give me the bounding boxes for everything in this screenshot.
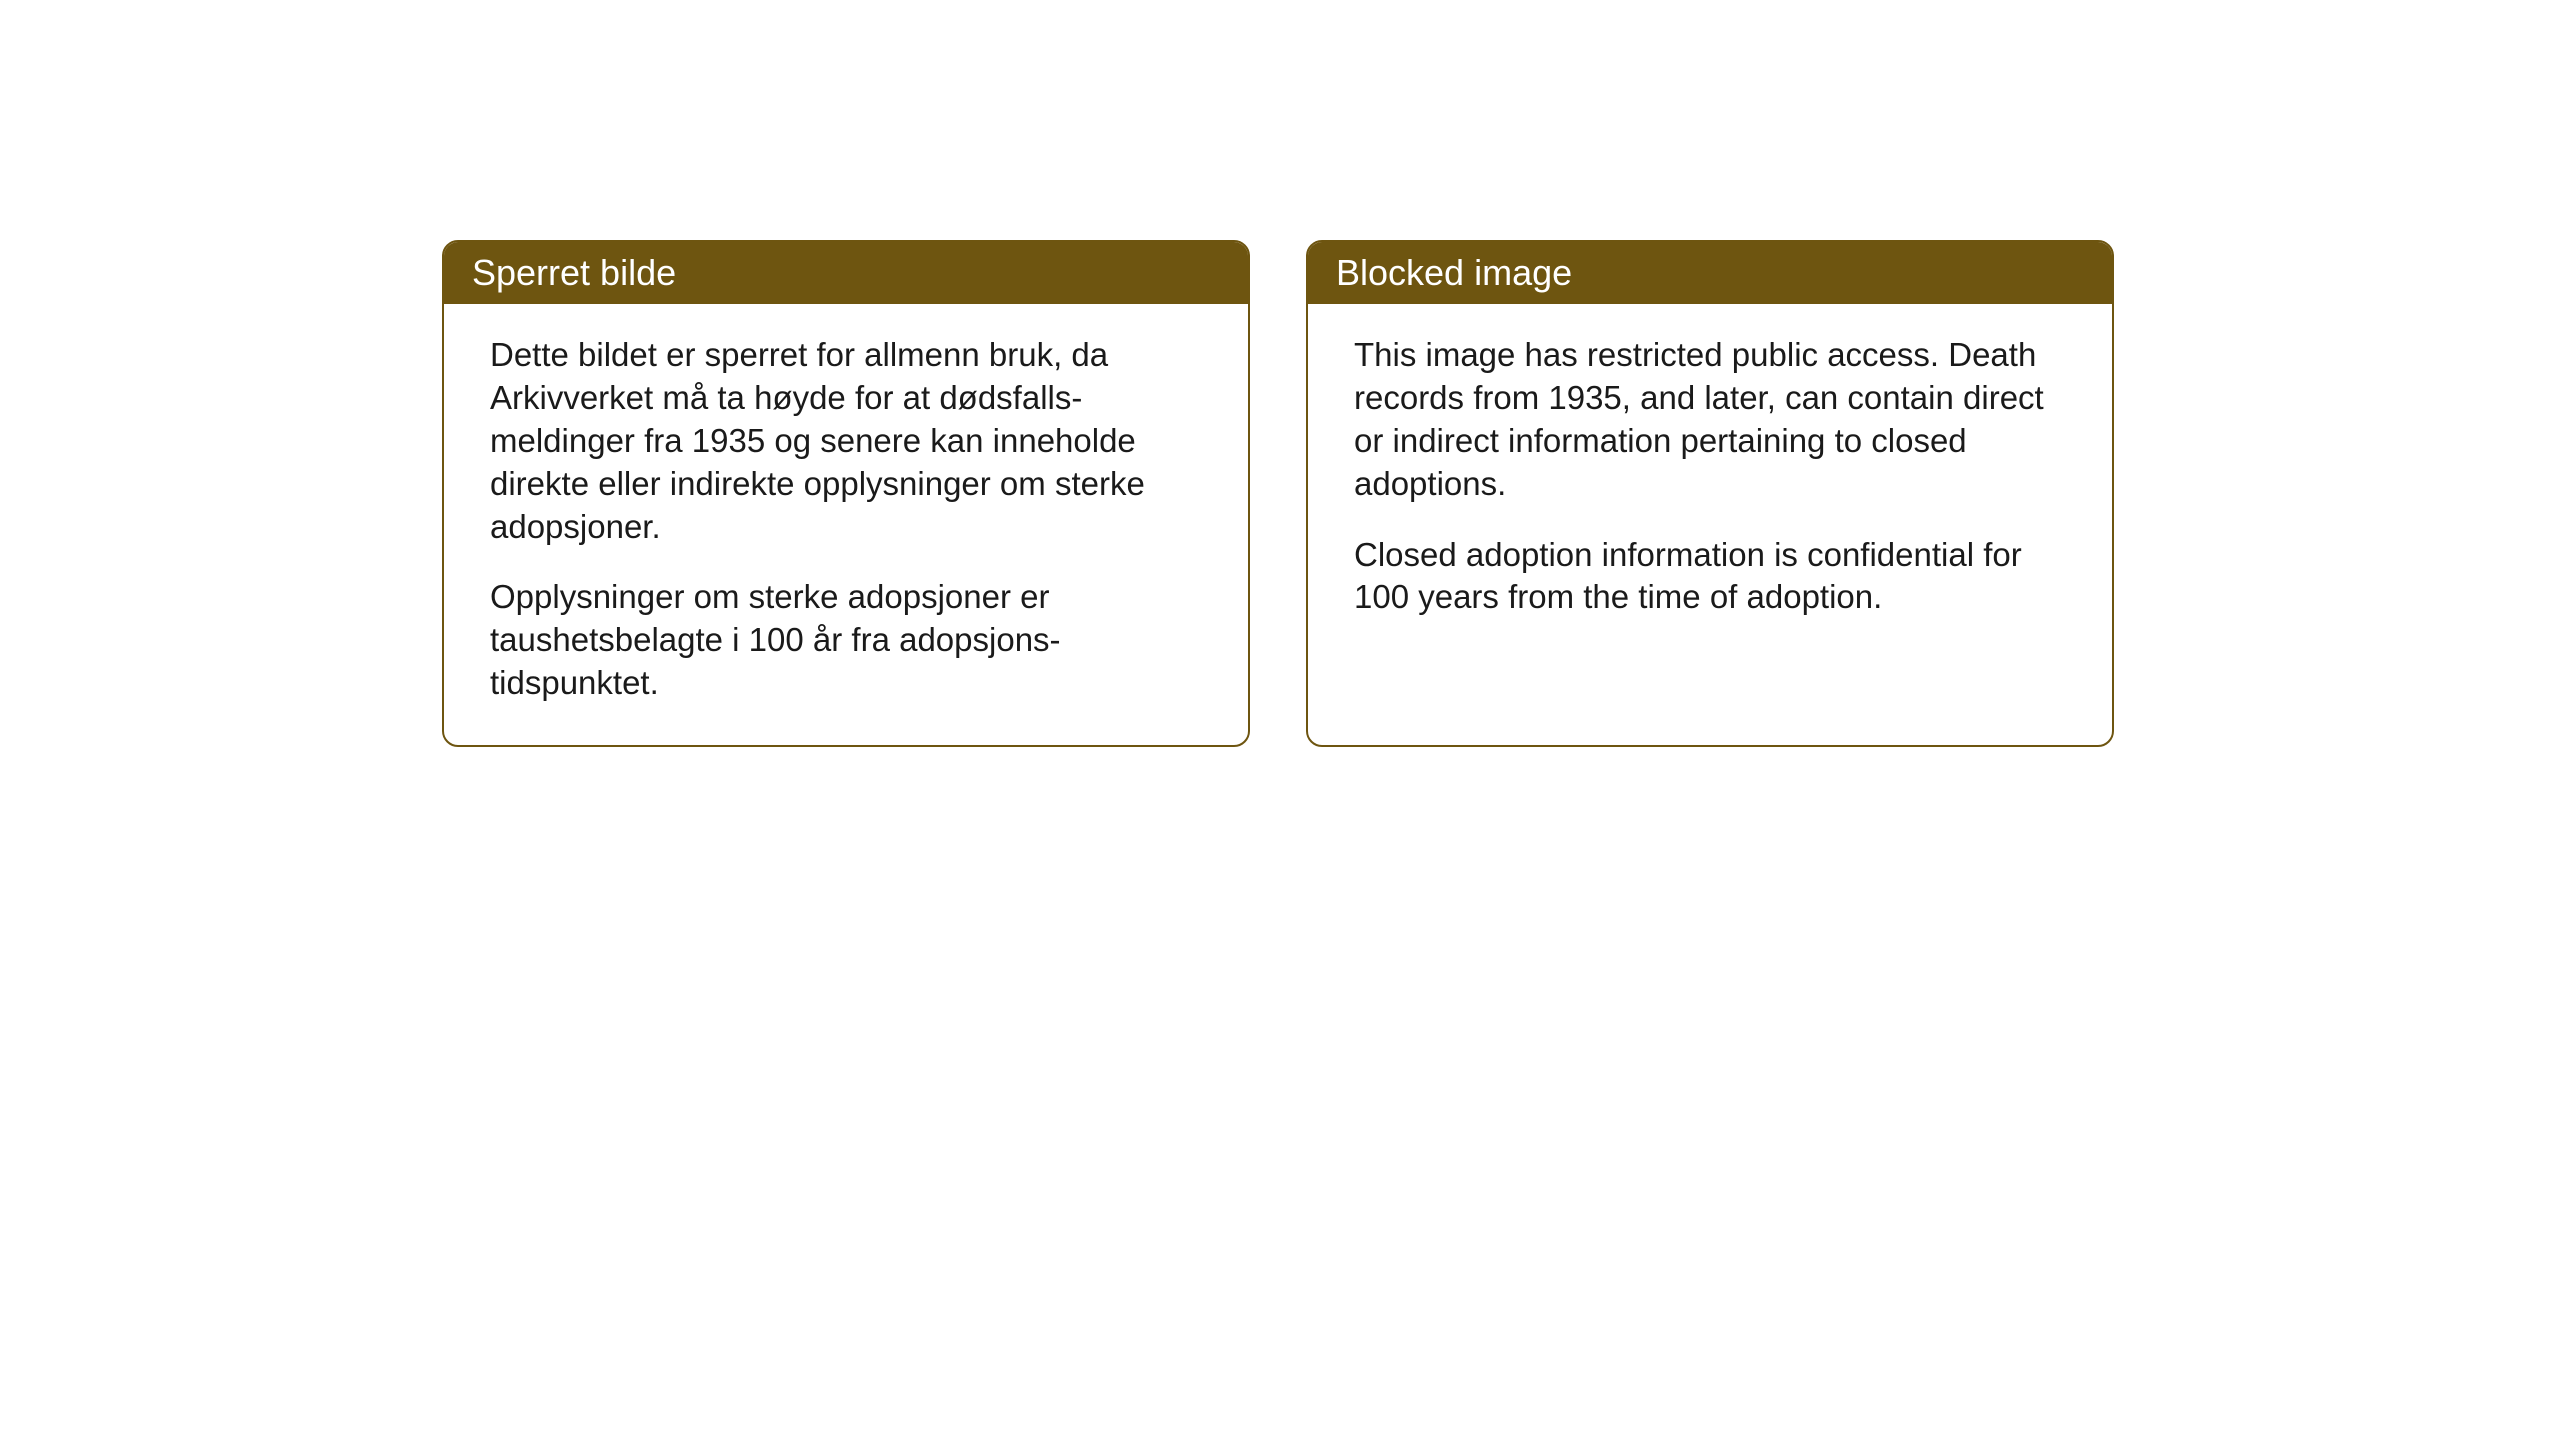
card-header-english: Blocked image — [1308, 242, 2112, 304]
notice-card-english: Blocked image This image has restricted … — [1306, 240, 2114, 747]
card-paragraph-2: Opplysninger om sterke adopsjoner er tau… — [490, 576, 1202, 705]
card-body-english: This image has restricted public access.… — [1308, 304, 2112, 659]
card-paragraph-1: This image has restricted public access.… — [1354, 334, 2066, 506]
card-paragraph-1: Dette bildet er sperret for allmenn bruk… — [490, 334, 1202, 548]
card-paragraph-2: Closed adoption information is confident… — [1354, 534, 2066, 620]
card-title: Sperret bilde — [472, 252, 676, 293]
card-body-norwegian: Dette bildet er sperret for allmenn bruk… — [444, 304, 1248, 745]
card-header-norwegian: Sperret bilde — [444, 242, 1248, 304]
notice-cards-container: Sperret bilde Dette bildet er sperret fo… — [442, 240, 2114, 747]
notice-card-norwegian: Sperret bilde Dette bildet er sperret fo… — [442, 240, 1250, 747]
card-title: Blocked image — [1336, 252, 1572, 293]
